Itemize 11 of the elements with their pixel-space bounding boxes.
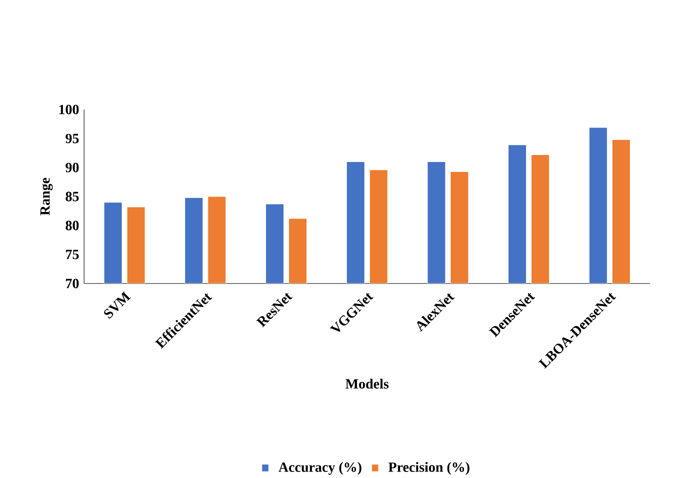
x-axis-title: Models <box>346 378 389 389</box>
y-tick-label: 85 <box>66 192 79 202</box>
legend-label: Accuracy (%) <box>278 462 362 475</box>
y-tick-label: 70 <box>66 278 79 288</box>
y-tick-label: 80 <box>66 220 79 230</box>
y-tick-label: 90 <box>66 162 79 172</box>
y-tick-label: 95 <box>66 134 79 144</box>
y-axis-title: Range <box>40 178 53 216</box>
y-tick-label: 100 <box>59 104 79 114</box>
y-tick-label: 75 <box>66 250 79 260</box>
legend-label: Precision (%) <box>388 462 470 475</box>
